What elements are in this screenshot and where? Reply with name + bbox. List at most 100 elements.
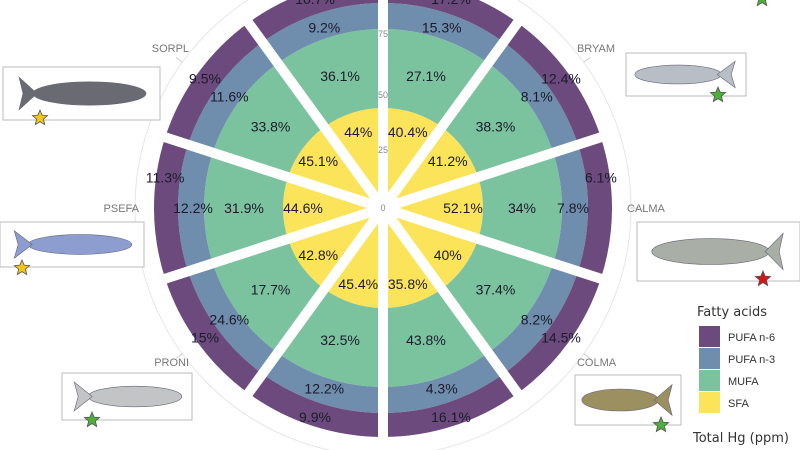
data-label-pufa-n6: 6.1%	[585, 169, 617, 185]
fish-tail-icon	[764, 232, 784, 271]
bar-pufa-n3	[188, 263, 278, 374]
data-label-mufa: 43.8%	[406, 332, 446, 348]
bar-pufa-n6	[503, 271, 601, 394]
bar-pufa-n3	[553, 144, 588, 272]
data-label-pufa-n6: 10.7%	[295, 0, 335, 7]
bar-pufa-n3	[488, 263, 578, 374]
fish-tail-icon	[716, 60, 736, 89]
data-label-mufa: 38.3%	[476, 118, 516, 134]
species-label: COLMA	[577, 357, 617, 369]
data-label-sfa: 40%	[434, 247, 462, 263]
wedge-gap	[381, 203, 613, 287]
fish-image	[2, 66, 161, 121]
hg-star-icon	[83, 410, 101, 428]
species-tick	[583, 57, 591, 63]
bar-sfa	[383, 127, 479, 208]
bar-pufa-n6	[153, 137, 189, 279]
data-label-sfa: 45.4%	[338, 276, 378, 292]
wedge-category-4	[383, 208, 518, 437]
wedge-calma	[383, 137, 613, 279]
data-label-mufa: 33.8%	[251, 118, 291, 134]
wedge-gap	[153, 129, 385, 213]
data-label-pufa-n3: 4.3%	[426, 381, 458, 397]
bar-pufa-n6	[383, 0, 518, 43]
data-label-sfa: 41.2%	[428, 153, 468, 169]
wedge-gap	[237, 205, 388, 406]
radial-axis: 0 25 50 75	[378, 29, 388, 213]
bar-pufa-n6	[248, 0, 383, 43]
fish-icon	[32, 81, 147, 106]
data-label-sfa: 44%	[344, 124, 372, 140]
bar-pufa-n6	[503, 22, 601, 145]
bar-pufa-n3	[383, 352, 504, 413]
radial-tick-label: 50	[378, 90, 388, 100]
species-label: PRONI	[154, 357, 189, 369]
bar-pufa-n3	[262, 352, 383, 413]
bar-pufa-n3	[383, 3, 504, 64]
legend-swatch	[699, 348, 720, 369]
wedge-psefa	[153, 137, 383, 279]
legend-label: MUFA	[728, 376, 759, 388]
data-label-pufa-n6: 9.5%	[189, 71, 221, 87]
data-label-sfa: 44.6%	[283, 200, 323, 216]
data-label-mufa: 17.7%	[251, 282, 291, 298]
data-label-pufa-n6: 9.9%	[299, 409, 331, 425]
fish-icon	[581, 388, 659, 412]
hg-star-icon	[754, 269, 772, 287]
species-label: BRYAM	[577, 43, 615, 55]
fish-tail-icon	[653, 383, 673, 417]
wedge-gap	[237, 10, 388, 211]
data-label-pufa-n3: 24.6%	[209, 312, 249, 328]
data-label-pufa-n3: 15.3%	[422, 19, 462, 35]
radial-tick-label: 0	[380, 203, 385, 213]
data-label-pufa-n6: 17.2%	[431, 0, 471, 7]
legend-swatch	[699, 326, 720, 347]
wedge-gap	[381, 129, 613, 213]
species-label: SORPL	[152, 43, 189, 55]
bar-pufa-n3	[188, 42, 278, 153]
legend-swatch	[699, 392, 720, 413]
data-label-pufa-n3: 8.1%	[521, 88, 553, 104]
bar-pufa-n6	[248, 373, 383, 437]
fish-tail-icon	[73, 381, 93, 412]
species-tick	[175, 353, 183, 359]
value-labels: 40.4% 27.1% 15.3% 17.2% 41.2% 38.3% 8.1%12.4% 5…	[146, 0, 617, 425]
hg-star-icon	[13, 258, 31, 276]
hg-star-icon	[709, 85, 727, 103]
data-label-mufa: 37.4%	[476, 282, 516, 298]
fish-icon	[651, 238, 770, 265]
legend-label: SFA	[728, 398, 749, 410]
bar-pufa-n3	[488, 42, 578, 153]
fish-tail-icon	[18, 76, 38, 111]
bar-sfa	[282, 177, 383, 239]
data-label-pufa-n3: 8.2%	[521, 312, 553, 328]
data-label-pufa-n3: 12.2%	[304, 381, 344, 397]
legend-title: Fatty acids	[697, 305, 767, 320]
bar-sfa	[287, 208, 383, 289]
fish-image	[574, 374, 682, 426]
radial-tick-label: 25	[378, 145, 388, 155]
bar-mufa	[383, 29, 489, 128]
data-label-mufa: 27.1%	[406, 68, 446, 84]
fish-image	[0, 221, 145, 268]
fish-icon	[87, 385, 183, 408]
bar-mufa	[203, 152, 288, 264]
data-label-pufa-n6: 11.3%	[146, 169, 185, 185]
bars	[153, 0, 613, 437]
data-label-sfa: 45.1%	[298, 153, 338, 169]
data-label-mufa: 36.1%	[320, 68, 360, 84]
legend-label: PUFA n-3	[728, 354, 775, 366]
species-label: CALMA	[627, 203, 666, 215]
data-label-mufa: 31.9%	[224, 200, 264, 216]
bar-pufa-n6	[165, 22, 263, 145]
data-label-sfa: 35.8%	[388, 276, 428, 292]
data-label-pufa-n6: 14.5%	[541, 329, 581, 345]
data-label-pufa-n6: 12.4%	[541, 71, 581, 87]
data-label-sfa: 52.1%	[443, 200, 483, 216]
data-label-pufa-n3: 9.2%	[308, 19, 340, 35]
bar-pufa-n6	[577, 137, 613, 279]
bar-pufa-n6	[383, 373, 518, 437]
data-label-pufa-n3: 12.2%	[173, 200, 213, 216]
wedge-gap	[378, 10, 529, 211]
